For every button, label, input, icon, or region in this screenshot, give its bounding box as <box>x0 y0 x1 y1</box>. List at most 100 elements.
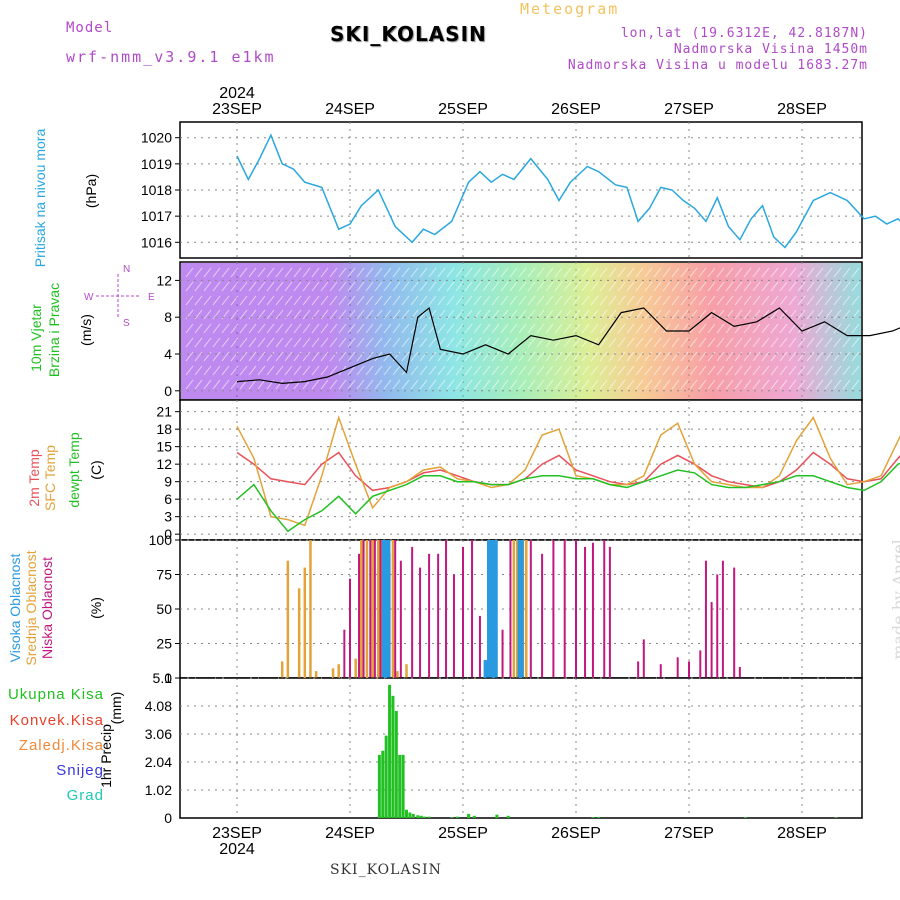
wind-barb <box>527 267 536 278</box>
wind-barb <box>401 309 410 320</box>
wind-barb <box>293 281 302 292</box>
wind-barb <box>617 379 626 390</box>
wind-barb <box>221 323 230 334</box>
wind-barb <box>419 267 428 278</box>
wind-barb <box>356 337 365 348</box>
wind-barb <box>509 337 518 348</box>
wind-barb <box>743 281 752 292</box>
wind-barb <box>590 309 599 320</box>
wind-barb <box>356 267 365 278</box>
wind-barb <box>608 379 617 390</box>
cloud-bar <box>584 546 587 678</box>
wind-barb <box>347 281 356 292</box>
wind-barb <box>212 281 221 292</box>
wind-barb <box>770 309 779 320</box>
wind-barb <box>185 365 194 376</box>
wind-barb <box>554 295 563 306</box>
wind-barb <box>536 379 545 390</box>
wind-barb <box>482 309 491 320</box>
wind-barb <box>797 323 806 334</box>
wind-barb <box>626 267 635 278</box>
wind-barb <box>815 379 824 390</box>
temp-line-0 <box>236 451 900 492</box>
wind-barb <box>473 379 482 390</box>
wind-barb <box>824 351 833 362</box>
wind-barb <box>707 281 716 292</box>
wind-barb <box>329 337 338 348</box>
wind-barb <box>392 309 401 320</box>
wind-barb <box>500 323 509 334</box>
wind-barb <box>185 267 194 278</box>
wind-barb <box>554 323 563 334</box>
wind-barb <box>662 351 671 362</box>
y-tick-label: 15 <box>156 439 172 455</box>
wind-barb <box>662 295 671 306</box>
wind-barb <box>500 267 509 278</box>
wind-barb <box>221 365 230 376</box>
wind-barb <box>536 267 545 278</box>
wind-barb <box>797 281 806 292</box>
wind-barb <box>581 323 590 334</box>
wind-barb <box>455 337 464 348</box>
wind-barb <box>725 295 734 306</box>
cloud-bar <box>525 540 528 678</box>
wind-barb <box>743 379 752 390</box>
wind-barb <box>662 267 671 278</box>
top-date-label: 26SEP <box>551 101 601 118</box>
wind-barb <box>680 351 689 362</box>
cloud-bar <box>512 540 516 678</box>
bottom-date-label: 24SEP <box>325 825 375 842</box>
wind-barb <box>203 267 212 278</box>
cloud-bar <box>676 657 679 678</box>
wind-barb <box>455 309 464 320</box>
cloud-bar <box>369 540 372 678</box>
legend-convective-rain: Konvek.Kisa <box>9 712 104 729</box>
wind-barb <box>302 337 311 348</box>
wind-barb <box>626 365 635 376</box>
bottom-date-label: 27SEP <box>664 825 714 842</box>
wind-barb <box>428 365 437 376</box>
wind-barb <box>320 337 329 348</box>
compass-w: W <box>84 292 94 303</box>
wind-barb <box>437 267 446 278</box>
wind-barb <box>851 379 860 390</box>
precip-bar <box>394 710 398 818</box>
wind-barb <box>815 365 824 376</box>
wind-barb <box>473 281 482 292</box>
wind-barb <box>788 267 797 278</box>
wind-barb <box>212 379 221 390</box>
wind-barb <box>293 323 302 334</box>
wind-barb <box>392 365 401 376</box>
wind-barb <box>554 309 563 320</box>
wind-barb <box>518 365 527 376</box>
wind-barb <box>338 295 347 306</box>
wind-barb <box>554 267 563 278</box>
wind-barb <box>356 379 365 390</box>
compass-s: S <box>123 318 130 329</box>
wind-barb <box>302 281 311 292</box>
precip-bar <box>381 750 385 818</box>
wind-barb <box>284 365 293 376</box>
wind-barb <box>653 337 662 348</box>
wind-barb <box>626 295 635 306</box>
wind-barb <box>518 281 527 292</box>
cloud-bar <box>384 540 389 678</box>
wind-barb <box>635 379 644 390</box>
model-name: wrf-nmm_v3.9.1 e1km <box>66 48 276 66</box>
wind-barb <box>797 379 806 390</box>
cloud-bar <box>314 671 318 678</box>
wind-barb <box>626 379 635 390</box>
wind-barb <box>284 295 293 306</box>
wind-barb <box>221 351 230 362</box>
cloud-bar <box>552 540 555 678</box>
cloud-bar <box>591 542 594 678</box>
cloud-bar <box>394 540 397 678</box>
cloud-bar <box>309 540 312 678</box>
wind-barb <box>257 267 266 278</box>
wind-barb <box>563 295 572 306</box>
wind-barb <box>491 281 500 292</box>
wind-barb <box>536 351 545 362</box>
wind-barb <box>770 295 779 306</box>
wind-barb <box>806 365 815 376</box>
wind-barb <box>698 337 707 348</box>
